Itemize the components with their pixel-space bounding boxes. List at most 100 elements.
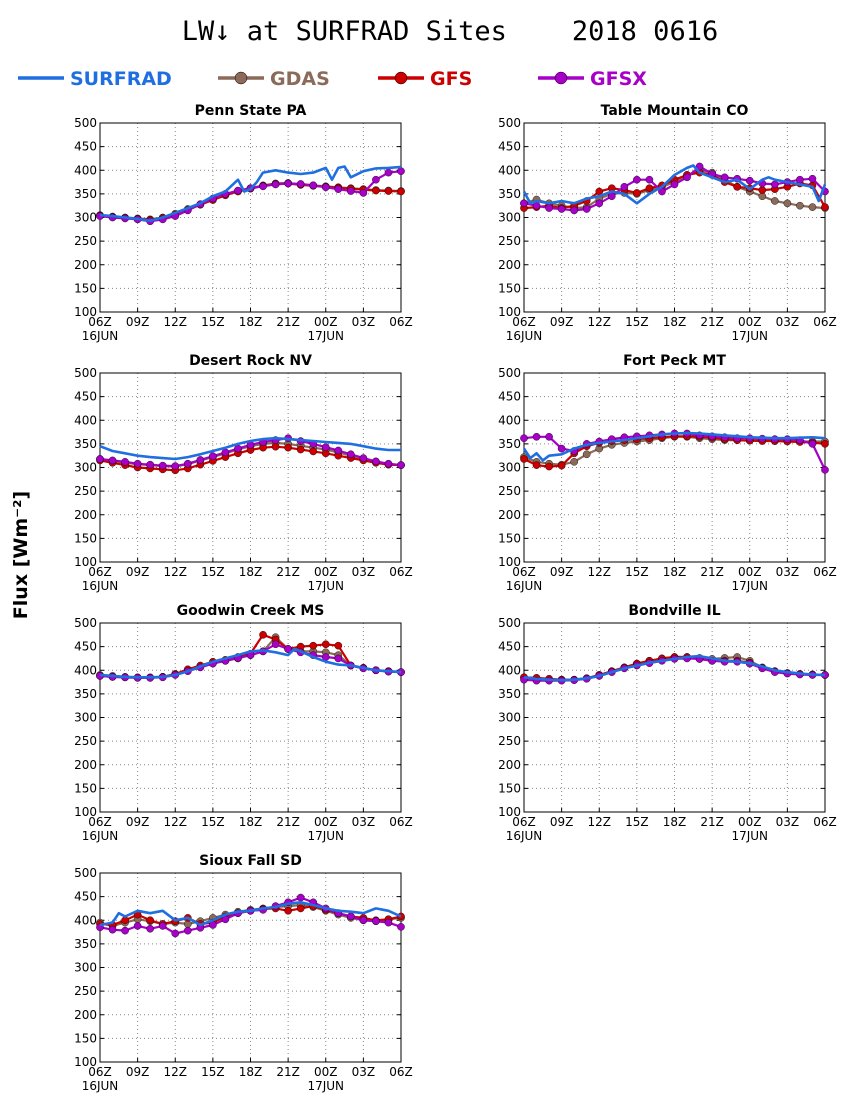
- y-tick-label: 500: [498, 116, 521, 130]
- y-tick-label: 400: [74, 663, 97, 677]
- y-tick-label: 150: [74, 1031, 97, 1045]
- data-point-gfsx: [171, 929, 180, 938]
- data-point-gfsx: [695, 162, 704, 171]
- x-tick-label: 12Z: [164, 565, 188, 579]
- y-tick-label: 400: [498, 163, 521, 177]
- x-tick-label: 00Z: [738, 565, 762, 579]
- data-point-gfs: [296, 445, 305, 454]
- data-point-gfs: [334, 641, 343, 650]
- x-tick-label: 03Z: [776, 815, 800, 829]
- data-point-gfsx: [557, 205, 566, 213]
- x-tick-label: 18Z: [239, 315, 263, 329]
- data-point-gfsx: [284, 179, 292, 188]
- x-tick-label: 09Z: [126, 1065, 150, 1079]
- data-point-gfsx: [271, 180, 280, 189]
- y-tick-label: 350: [498, 187, 521, 201]
- y-tick-label: 150: [74, 781, 97, 795]
- data-point-gfsx: [259, 182, 267, 191]
- x-tick-label: 15Z: [201, 1065, 225, 1079]
- y-tick-label: 300: [74, 711, 97, 725]
- y-tick-label: 250: [498, 484, 521, 498]
- x-tick-label: 18Z: [239, 815, 263, 829]
- legend-item-gdas: GDAS: [218, 68, 330, 90]
- x-date-label: 16JUN: [82, 329, 119, 343]
- data-point-gdas: [796, 201, 804, 210]
- data-point-gfsx: [384, 168, 393, 177]
- x-tick-label: 00Z: [314, 315, 338, 329]
- y-tick-label: 450: [74, 140, 97, 154]
- data-point-gfsx: [372, 457, 380, 466]
- y-tick-label: 500: [74, 116, 97, 130]
- data-point-gfs: [284, 907, 292, 915]
- panel-title: Goodwin Creek MS: [177, 603, 325, 619]
- data-point-gfsx: [321, 183, 330, 192]
- data-point-gfs: [557, 461, 566, 470]
- y-tick-label: 300: [498, 711, 521, 725]
- data-point-gfsx: [545, 432, 553, 441]
- data-point-gfsx: [372, 175, 380, 184]
- data-point-gfsx: [582, 205, 591, 213]
- x-tick-label: 00Z: [314, 565, 338, 579]
- data-point-gfsx: [271, 640, 280, 649]
- legend-label-gfsx: GFSX: [590, 68, 647, 90]
- data-point-gfs: [321, 640, 330, 649]
- data-point-gfsx: [532, 432, 541, 441]
- y-tick-label: 450: [498, 140, 521, 154]
- data-point-gfs: [821, 440, 829, 448]
- data-point-gfsx: [296, 893, 305, 902]
- y-tick-label: 350: [74, 687, 97, 701]
- data-point-gfs: [733, 182, 742, 191]
- x-tick-label: 21Z: [276, 315, 300, 329]
- x-tick-label: 03Z: [776, 315, 800, 329]
- data-point-gfs: [645, 184, 654, 193]
- data-point-gfs: [545, 462, 553, 471]
- data-point-gfsx: [372, 917, 380, 925]
- y-tick-label: 250: [74, 984, 97, 998]
- data-point-gfsx: [121, 458, 129, 466]
- data-point-gfsx: [196, 456, 205, 464]
- x-date-label: 17JUN: [307, 579, 344, 593]
- x-date-label: 16JUN: [82, 1079, 119, 1093]
- y-tick-label: 100: [498, 555, 521, 569]
- x-date-label: 17JUN: [731, 329, 768, 343]
- panel-title: Table Mountain CO: [601, 103, 749, 119]
- data-point-gfsx: [108, 925, 117, 934]
- x-tick-label: 21Z: [276, 815, 300, 829]
- x-tick-label: 06Z: [389, 1065, 413, 1079]
- panel-fort-peck-mt: Fort Peck MT 100 150 200 250 300 350 400 450 500 0…: [498, 353, 837, 593]
- y-tick-label: 200: [498, 508, 521, 522]
- data-point-gfsx: [284, 645, 292, 653]
- data-point-gfsx: [633, 175, 641, 184]
- data-point-gfs: [633, 189, 641, 197]
- panel-sioux-fall-sd: Sioux Fall SD 100 150 200 250 300 350 400 450 500…: [74, 853, 413, 1093]
- panel-title: Penn State PA: [195, 103, 307, 119]
- y-tick-label: 200: [74, 1008, 97, 1022]
- x-tick-label: 03Z: [352, 315, 376, 329]
- data-point-gfsx: [133, 922, 142, 930]
- y-tick-label: 100: [74, 305, 97, 319]
- panel-table-mountain-co: Table Mountain CO 100 150 200 250 300 350 400 45…: [498, 103, 837, 343]
- x-tick-label: 06Z: [813, 565, 837, 579]
- x-tick-label: 21Z: [276, 1065, 300, 1079]
- data-point-gfsx: [670, 180, 679, 189]
- y-tick-label: 100: [74, 805, 97, 819]
- panel-penn-state-pa: Penn State PA 100 150 200 250 300 350 400 450 500…: [74, 103, 413, 343]
- legend: SURFRAD GDAS GFS GFSX: [18, 68, 647, 90]
- x-tick-label: 15Z: [625, 315, 649, 329]
- x-tick-label: 12Z: [588, 315, 612, 329]
- x-date-label: 16JUN: [82, 579, 119, 593]
- x-tick-label: 12Z: [164, 315, 188, 329]
- data-point-gdas: [783, 199, 792, 208]
- data-point-gdas: [771, 197, 779, 205]
- data-point-gfs: [821, 203, 829, 211]
- data-point-gfsx: [359, 189, 368, 197]
- x-tick-label: 15Z: [201, 565, 225, 579]
- panels: Penn State PA 100 150 200 250 300 350 400 450 500…: [74, 103, 837, 1093]
- panel-title: Desert Rock NV: [189, 353, 312, 369]
- data-point-gfsx: [234, 444, 242, 453]
- y-tick-label: 200: [498, 758, 521, 772]
- y-tick-label: 150: [74, 531, 97, 545]
- series-line-gfsx: [99, 896, 402, 935]
- data-point-gfs: [296, 904, 305, 913]
- x-tick-label: 06Z: [512, 315, 536, 329]
